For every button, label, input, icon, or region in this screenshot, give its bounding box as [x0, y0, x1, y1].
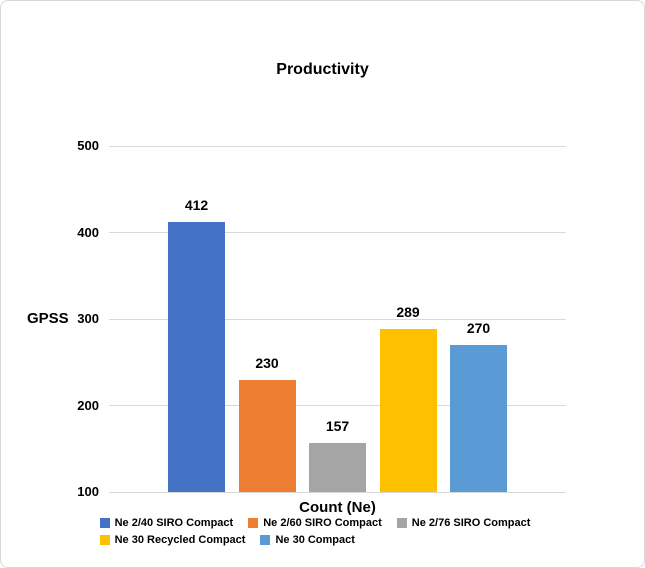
- legend-label: Ne 30 Compact: [275, 534, 355, 546]
- legend-swatch-icon: [248, 518, 259, 528]
- bar-ne-2-76-siro-compact: [309, 442, 366, 492]
- legend-label: Ne 2/60 SIRO Compact: [263, 517, 382, 529]
- legend-label: Ne 2/40 SIRO Compact: [114, 517, 234, 529]
- legend-item: Ne 30 Recycled Compact: [99, 534, 246, 546]
- bar-ne-30-compact: [450, 344, 507, 492]
- bar-ne-2-40-siro-compact: [168, 222, 225, 492]
- gridline: [109, 318, 566, 320]
- y-tick-label: 500: [77, 138, 99, 153]
- bar-ne-30-recycled-compact: [379, 328, 437, 492]
- x-axis-title: Count (Ne): [299, 499, 376, 516]
- plot-area: 412 230 157 289 270: [109, 145, 566, 493]
- gridline: [109, 491, 566, 493]
- gridline: [109, 405, 566, 406]
- y-tick-label: 400: [77, 224, 99, 240]
- legend: Ne 2/40 SIRO Compact Ne 2/60 SIRO Compact…: [1, 517, 644, 551]
- y-tick-label: 300: [77, 311, 99, 326]
- bar-value-label: 289: [396, 303, 420, 320]
- bar-value-label: 230: [255, 354, 279, 371]
- legend-label: Ne 2/76 SIRO Compact: [411, 517, 531, 529]
- legend-swatch-icon: [260, 535, 271, 545]
- bar-value-label: 412: [184, 197, 209, 214]
- gridline: [109, 145, 566, 147]
- y-axis-title: GPSS: [27, 310, 69, 327]
- bar-ne-2-60-siro-compact: [238, 379, 296, 492]
- legend-label: Ne 30 Recycled Compact: [114, 534, 246, 546]
- legend-item: Ne 2/76 SIRO Compact: [396, 517, 531, 529]
- legend-swatch-icon: [99, 518, 110, 528]
- gridline: [109, 232, 566, 233]
- legend-item: Ne 30 Compact: [260, 534, 355, 546]
- bar-value-label: 270: [466, 319, 491, 336]
- y-tick-label: 100: [77, 484, 99, 499]
- bar-value-label: 157: [325, 417, 350, 434]
- y-tick-label: 200: [77, 397, 99, 413]
- legend-item: Ne 2/40 SIRO Compact: [99, 517, 234, 529]
- legend-row: Ne 2/40 SIRO Compact Ne 2/60 SIRO Compact…: [99, 517, 546, 529]
- legend-rows: Ne 2/40 SIRO Compact Ne 2/60 SIRO Compact…: [99, 517, 546, 551]
- legend-swatch-icon: [396, 518, 407, 528]
- legend-row: Ne 30 Recycled Compact Ne 30 Compact: [99, 534, 546, 546]
- legend-item: Ne 2/60 SIRO Compact: [248, 517, 382, 529]
- chart-title: Productivity: [276, 61, 369, 78]
- legend-swatch-icon: [99, 535, 110, 545]
